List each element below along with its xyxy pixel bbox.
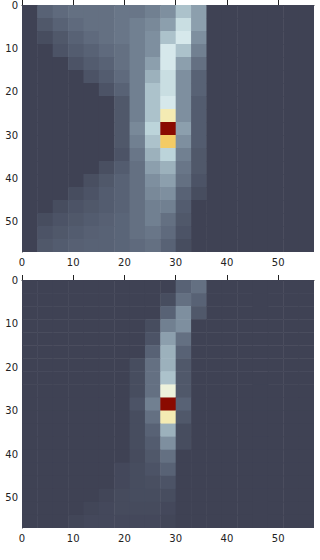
svg-text:10: 10 [5,43,18,54]
svg-text:30: 30 [5,130,18,141]
svg-text:0: 0 [19,533,25,544]
svg-text:50: 50 [5,216,18,227]
svg-text:20: 20 [118,533,131,544]
svg-text:20: 20 [118,257,131,268]
svg-text:50: 50 [272,257,285,268]
svg-text:0: 0 [12,275,18,286]
svg-text:40: 40 [221,257,234,268]
svg-text:0: 0 [12,0,18,11]
svg-text:40: 40 [5,173,18,184]
svg-text:30: 30 [5,405,18,416]
svg-text:30: 30 [169,533,182,544]
svg-text:20: 20 [5,86,18,97]
svg-text:10: 10 [67,257,80,268]
svg-text:50: 50 [5,492,18,503]
svg-text:10: 10 [5,318,18,329]
svg-text:0: 0 [19,257,25,268]
svg-text:50: 50 [272,533,285,544]
svg-text:40: 40 [5,449,18,460]
svg-text:20: 20 [5,362,18,373]
svg-text:30: 30 [169,257,182,268]
svg-text:40: 40 [221,533,234,544]
svg-text:10: 10 [67,533,80,544]
